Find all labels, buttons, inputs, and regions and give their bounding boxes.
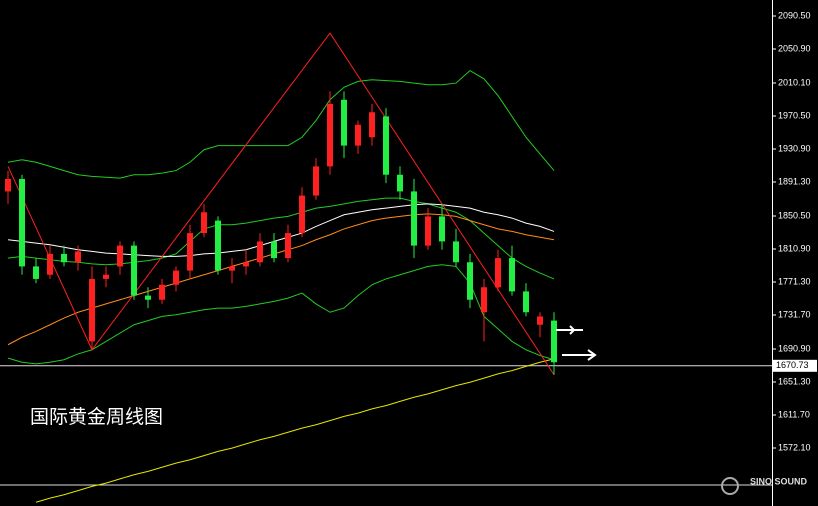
- candle-body: [215, 220, 221, 271]
- logo: [721, 477, 739, 495]
- y-tick-label: 1771.30: [778, 276, 811, 286]
- candle-body: [201, 212, 207, 234]
- candle-body: [285, 233, 291, 259]
- candle-body: [313, 166, 319, 196]
- candle-body: [327, 103, 333, 167]
- y-tick-label: 1651.30: [778, 376, 811, 386]
- indicator-line: [7, 264, 555, 365]
- last-price-box: [773, 359, 817, 372]
- chart-title: 国际黄金周线图: [30, 406, 163, 428]
- candle-body: [117, 245, 123, 267]
- candle-body: [523, 291, 529, 313]
- candle-body: [229, 266, 235, 271]
- candle-body: [61, 253, 67, 263]
- plot-area: [0, 32, 772, 503]
- candle-body: [341, 99, 347, 146]
- candle-body: [397, 174, 403, 192]
- candle-body: [33, 266, 39, 279]
- arrow: [562, 349, 597, 361]
- y-tick-label: 1572.10: [778, 442, 811, 452]
- y-tick-label: 1970.50: [778, 110, 811, 120]
- arrow: [556, 325, 583, 335]
- y-tick-label: 2050.90: [778, 43, 811, 53]
- candle-body: [271, 241, 277, 259]
- last-price-label: 1670.73: [776, 360, 809, 370]
- candle-body: [355, 124, 361, 146]
- candle-body: [383, 116, 389, 175]
- y-tick-label: 2010.10: [778, 77, 811, 87]
- candle-body: [439, 216, 445, 242]
- candle-body: [537, 316, 543, 325]
- candle-body: [47, 253, 53, 275]
- candle-body: [145, 295, 151, 300]
- candle-body: [173, 270, 179, 285]
- candle-body: [509, 258, 515, 292]
- indicator-line: [7, 213, 555, 346]
- candle-body: [425, 216, 431, 246]
- candle-body: [131, 245, 137, 296]
- candle-body: [5, 178, 11, 192]
- watermark: SINO SOUND: [750, 476, 808, 486]
- y-tick-label: 1930.90: [778, 143, 811, 153]
- candle-body: [103, 274, 109, 279]
- candle-body: [467, 262, 473, 300]
- y-tick-label: 1810.90: [778, 243, 811, 253]
- indicator-line: [7, 203, 555, 257]
- y-tick-label: 1850.50: [778, 210, 811, 220]
- candle-body: [411, 191, 417, 246]
- indicator-line: [35, 358, 555, 503]
- candle-body: [257, 241, 263, 263]
- candle-body: [299, 195, 305, 234]
- indicator-line: [7, 69, 555, 179]
- y-tick-label: 2090.50: [778, 10, 811, 20]
- candle-body: [481, 287, 487, 313]
- y-tick-label: 1690.90: [778, 343, 811, 353]
- indicator-line: [7, 197, 555, 280]
- candle-body: [495, 258, 501, 288]
- candle-body: [369, 112, 375, 138]
- candle-body: [243, 262, 249, 267]
- candle-body: [89, 278, 95, 342]
- candle-body: [19, 178, 25, 267]
- candle-body: [75, 251, 81, 263]
- y-tick-label: 1731.70: [778, 309, 811, 319]
- candle-body: [551, 320, 557, 363]
- candle-body: [187, 233, 193, 271]
- candle-body: [453, 241, 459, 263]
- candle-body: [159, 284, 165, 300]
- y-tick-label: 1891.30: [778, 176, 811, 186]
- y-tick-label: 1611.70: [778, 409, 810, 419]
